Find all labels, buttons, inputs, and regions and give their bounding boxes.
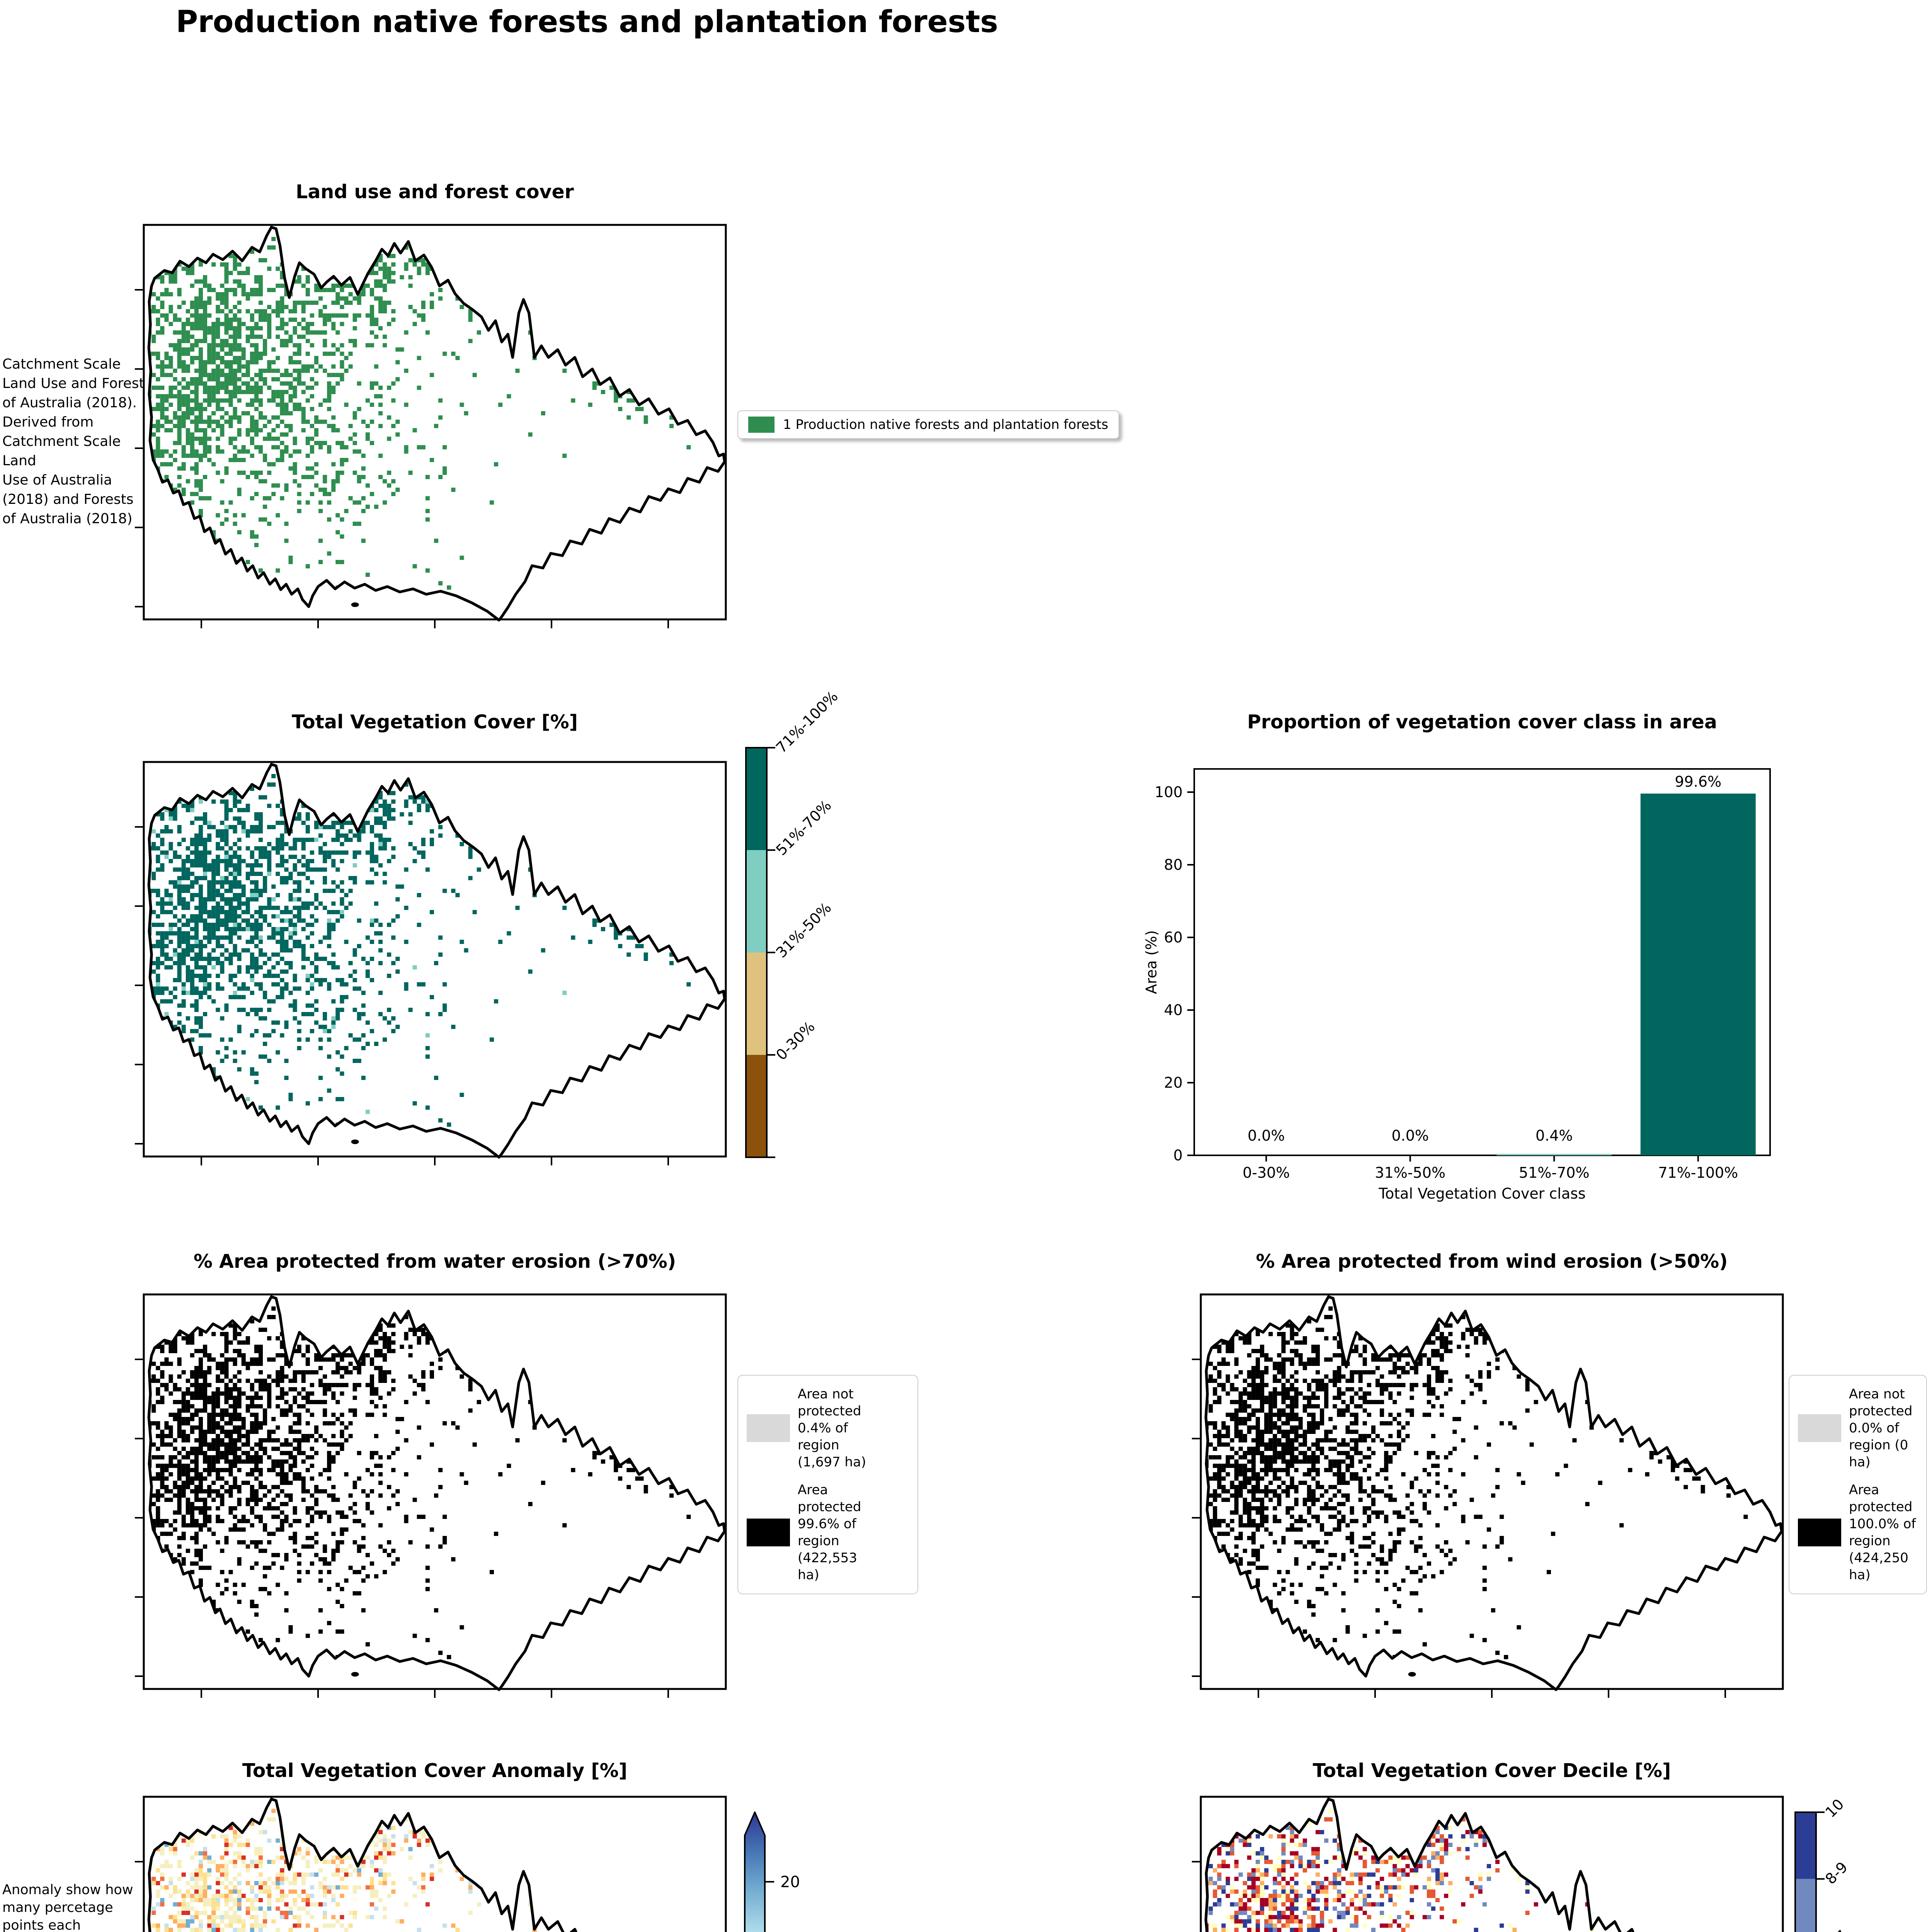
- anomaly-explanation-text: Anomaly show how many percetage points e…: [2, 1882, 133, 1932]
- map-land-use-forest-cover: [134, 224, 727, 628]
- wind-erosion-legend: Area not protected 0.0% of region (0 ha)…: [1789, 1375, 1927, 1594]
- panel-title-land-use: Land use and forest cover: [296, 181, 574, 203]
- legend-item-not-protected: Area not protected 0.0% of region (0 ha): [1798, 1386, 1918, 1471]
- not-protected-label: Area not protected 0.0% of region (0 ha): [1849, 1386, 1913, 1470]
- land-use-source-caption: Catchment Scale Land Use and Forests of …: [2, 356, 152, 527]
- forest-class-color-swatch: [748, 417, 775, 433]
- forest-class-label: 1 Production native forests and plantati…: [783, 417, 1108, 432]
- map-water-erosion-protection: [134, 1293, 727, 1698]
- panel-title-proportion-chart: Proportion of vegetation cover class in …: [1247, 711, 1717, 733]
- legend-item-protected: Area protected 100.0% of region (424,250…: [1798, 1481, 1918, 1583]
- protected-swatch: [1798, 1519, 1841, 1546]
- decile-colorbar: 108-94-72-31: [1794, 1796, 1851, 1932]
- map-vegetation-cover-decile: [1192, 1796, 1784, 1932]
- protected-swatch: [747, 1519, 790, 1546]
- map-vegetation-cover-anomaly: [134, 1796, 727, 1932]
- water-erosion-legend: Area not protected 0.4% of region (1,697…: [737, 1375, 918, 1594]
- protected-label: Area protected 100.0% of region (424,250…: [1849, 1482, 1916, 1583]
- legend-item-protected: Area protected 99.6% of region (422,553 …: [747, 1481, 909, 1583]
- panel-title-wind-erosion: % Area protected from wind erosion (>50%…: [1256, 1250, 1728, 1272]
- legend-item-not-protected: Area not protected 0.4% of region (1,697…: [747, 1386, 909, 1471]
- not-protected-swatch: [747, 1414, 790, 1442]
- panel-title-anomaly: Total Vegetation Cover Anomaly [%]: [242, 1760, 628, 1782]
- protected-label: Area protected 99.6% of region (422,553 …: [798, 1482, 861, 1583]
- map-wind-erosion-protection: [1192, 1293, 1784, 1698]
- panel-title-water-erosion: % Area protected from water erosion (>70…: [193, 1250, 676, 1272]
- land-use-legend: 1 Production native forests and plantati…: [737, 410, 1119, 439]
- not-protected-label: Area not protected 0.4% of region (1,697…: [798, 1386, 866, 1470]
- page-title: Production native forests and plantation…: [176, 5, 998, 39]
- not-protected-swatch: [1798, 1414, 1841, 1442]
- vegetation-cover-colorbar: 71%-100%51%-70%31%-50%0-30%: [745, 688, 841, 1158]
- panel-title-veg-cover: Total Vegetation Cover [%]: [292, 711, 578, 733]
- map-total-vegetation-cover: [134, 761, 727, 1165]
- panel-title-decile: Total Vegetation Cover Decile [%]: [1312, 1760, 1671, 1782]
- anomaly-colorbar: 20100−10−20: [744, 1811, 800, 1932]
